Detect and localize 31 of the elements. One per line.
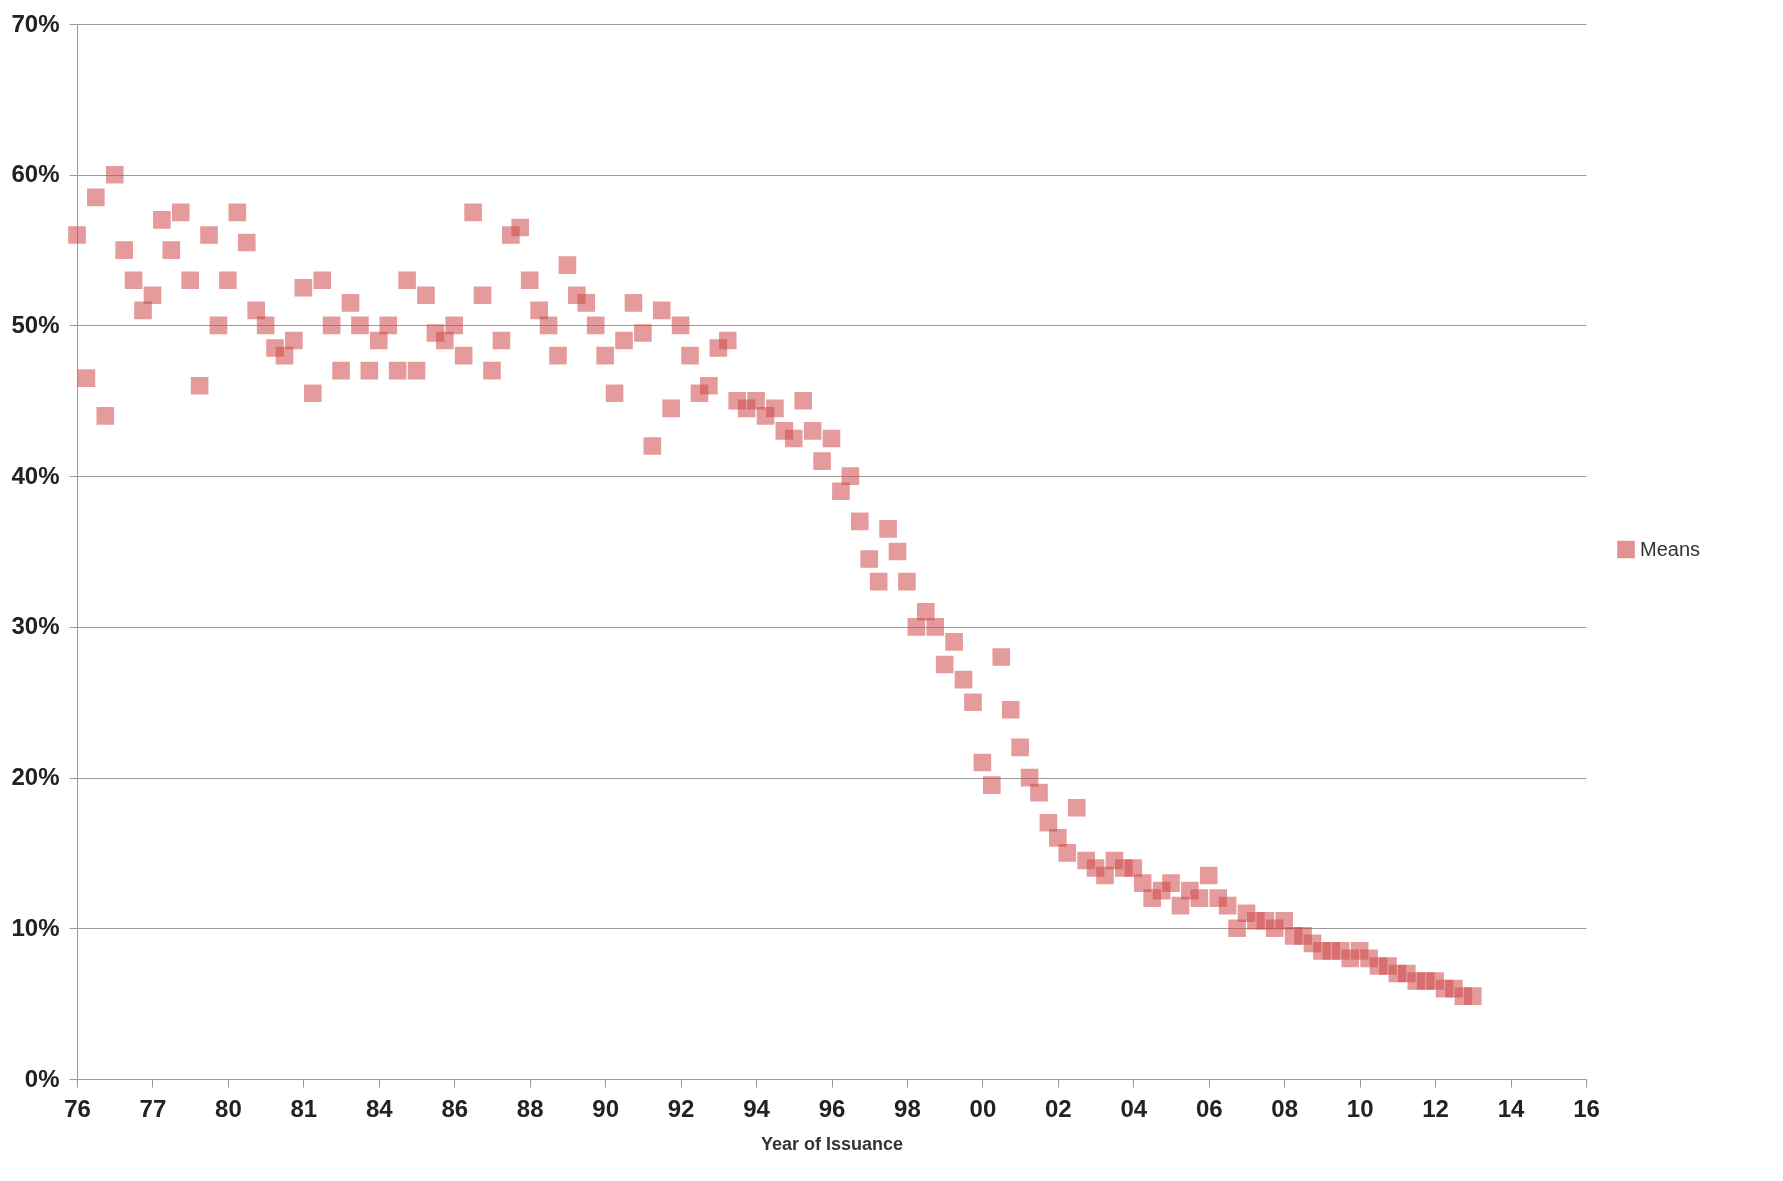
y-tick-label: 30% xyxy=(11,612,60,640)
y-tick-label: 20% xyxy=(11,763,60,791)
x-tick-label: 10 xyxy=(1346,1094,1374,1122)
x-tick-label: 02 xyxy=(1045,1094,1072,1122)
x-tick-label: 86 xyxy=(441,1094,469,1122)
x-tick-label: 84 xyxy=(365,1094,394,1122)
x-axis-title: Year of Issuance xyxy=(760,1133,904,1154)
x-tick-label: 90 xyxy=(592,1094,619,1122)
x-tick-label: 12 xyxy=(1422,1094,1449,1122)
y-tick-label: 0% xyxy=(24,1064,60,1092)
x-tick-label: 94 xyxy=(743,1094,771,1122)
x-tick-label: 81 xyxy=(290,1094,318,1122)
x-tick-label: 16 xyxy=(1573,1094,1600,1122)
x-tick-label: 14 xyxy=(1497,1094,1526,1122)
y-tick-label: 60% xyxy=(11,160,60,188)
x-tick-label: 04 xyxy=(1120,1094,1148,1122)
y-tick-label: 70% xyxy=(11,9,60,37)
x-tick-label: 98 xyxy=(894,1094,921,1122)
x-tick-label: 08 xyxy=(1271,1094,1299,1122)
x-tick-label: 80 xyxy=(215,1094,242,1122)
x-tick-label: 88 xyxy=(516,1094,544,1122)
x-tick-label: 96 xyxy=(818,1094,846,1122)
y-tick-label: 40% xyxy=(11,461,60,489)
x-tick-label: 92 xyxy=(667,1094,695,1122)
legend-label: Means xyxy=(1640,537,1701,560)
x-tick-label: 76 xyxy=(64,1094,91,1122)
x-tick-label: 77 xyxy=(139,1094,167,1122)
y-tick-label: 10% xyxy=(11,913,60,941)
x-tick-label: 06 xyxy=(1195,1094,1223,1122)
y-tick-label: 50% xyxy=(11,310,60,338)
x-tick-label: 00 xyxy=(969,1094,997,1122)
